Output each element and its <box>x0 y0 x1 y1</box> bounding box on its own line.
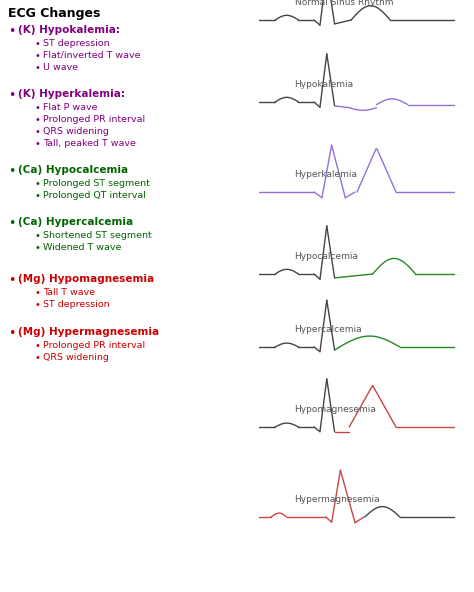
Text: ST depression: ST depression <box>43 300 109 309</box>
Text: •: • <box>35 231 41 241</box>
Text: Hypocalcemia: Hypocalcemia <box>295 252 359 261</box>
Text: Shortened ST segment: Shortened ST segment <box>43 231 152 240</box>
Text: Prolonged PR interval: Prolonged PR interval <box>43 341 145 350</box>
Text: Hypokalemia: Hypokalemia <box>295 80 354 89</box>
Text: Widened T wave: Widened T wave <box>43 243 121 252</box>
Text: (Ca) Hypocalcemia: (Ca) Hypocalcemia <box>18 165 128 175</box>
Text: •: • <box>35 243 41 253</box>
Text: •: • <box>8 89 15 102</box>
Text: Flat/inverted T wave: Flat/inverted T wave <box>43 51 140 60</box>
Text: Hypercalcemia: Hypercalcemia <box>295 325 362 334</box>
Text: •: • <box>8 217 15 230</box>
Text: •: • <box>35 139 41 149</box>
Text: Hypomagnesemia: Hypomagnesemia <box>295 405 376 414</box>
Text: Tall T wave: Tall T wave <box>43 288 95 297</box>
Text: (K) Hypokalemia:: (K) Hypokalemia: <box>18 25 120 35</box>
Text: (Mg) Hypomagnesemia: (Mg) Hypomagnesemia <box>18 274 154 284</box>
Text: ECG Changes: ECG Changes <box>8 7 100 20</box>
Text: ST depression: ST depression <box>43 39 109 48</box>
Text: •: • <box>35 39 41 49</box>
Text: QRS widening: QRS widening <box>43 353 109 362</box>
Text: •: • <box>8 165 15 178</box>
Text: •: • <box>35 115 41 125</box>
Text: •: • <box>35 179 41 189</box>
Text: •: • <box>35 127 41 137</box>
Text: •: • <box>35 300 41 310</box>
Text: Hyperkalemia: Hyperkalemia <box>295 170 357 179</box>
Text: Normal Sinus Rhythm: Normal Sinus Rhythm <box>295 0 393 7</box>
Text: •: • <box>35 288 41 298</box>
Text: Tall, peaked T wave: Tall, peaked T wave <box>43 139 136 148</box>
Text: U wave: U wave <box>43 63 78 72</box>
Text: •: • <box>35 353 41 363</box>
Text: Hypermagnesemia: Hypermagnesemia <box>295 495 380 504</box>
Text: •: • <box>35 51 41 61</box>
Text: Flat P wave: Flat P wave <box>43 103 98 112</box>
Text: Prolonged ST segment: Prolonged ST segment <box>43 179 150 188</box>
Text: Prolonged QT interval: Prolonged QT interval <box>43 191 146 200</box>
Text: Prolonged PR interval: Prolonged PR interval <box>43 115 145 124</box>
Text: •: • <box>8 327 15 340</box>
Text: (K) Hyperkalemia:: (K) Hyperkalemia: <box>18 89 125 99</box>
Text: •: • <box>35 63 41 73</box>
Text: (Ca) Hypercalcemia: (Ca) Hypercalcemia <box>18 217 133 227</box>
Text: •: • <box>35 341 41 351</box>
Text: QRS widening: QRS widening <box>43 127 109 136</box>
Text: •: • <box>35 103 41 113</box>
Text: •: • <box>35 191 41 201</box>
Text: •: • <box>8 25 15 38</box>
Text: •: • <box>8 274 15 287</box>
Text: (Mg) Hypermagnesemia: (Mg) Hypermagnesemia <box>18 327 159 337</box>
